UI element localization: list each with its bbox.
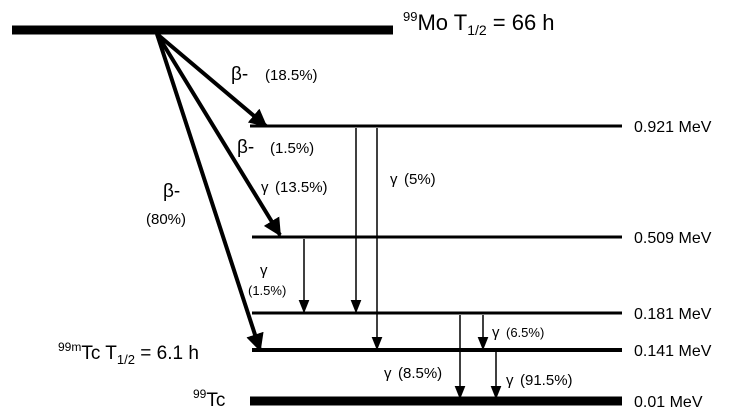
parent-mass-number: 99 [403,9,417,24]
parent-halflife-subscript: 1/2 [467,22,487,38]
metastable-mass-number: 99m [58,340,81,354]
beta-arrow-18-5 [155,32,268,128]
gamma-percent-label: (1.5%) [248,283,286,298]
gamma-symbol-label: γ [384,365,392,382]
parent-symbol: Mo T [417,10,467,35]
gamma-percent-label: (6.5%) [506,325,544,340]
beta-symbol-label: β- [231,64,248,85]
metastable-halflife-subscript: 1/2 [117,352,135,367]
level-energy-label: 0.509 MeV [634,230,712,247]
beta-percent-label: (1.5%) [270,140,314,157]
ground-mass-number: 99 [193,387,207,401]
beta-percent-label: (18.5%) [265,67,318,84]
metastable-symbol: Tc T [81,343,117,364]
gamma-percent-label: (5%) [404,171,436,188]
gamma-symbol-label: γ [261,179,269,196]
parent-nuclide-label: 99Mo T1/2 = 66 h [403,9,555,38]
gamma-percent-label: (13.5%) [275,179,328,196]
level-energy-label: 0.181 MeV [634,306,712,323]
ground-symbol: Tc [206,390,225,410]
beta-symbol-label: β- [163,181,180,202]
metastable-halflife-value: = 6.1 h [135,343,199,364]
gamma-symbol-label: γ [506,372,514,389]
beta-arrow-80 [155,33,264,352]
gamma-symbol-label: γ [260,262,268,279]
gamma-percent-label: (91.5%) [520,372,573,389]
level-energy-label: 0.01 MeV [634,394,703,410]
gamma-symbol-label: γ [390,171,398,188]
gamma-symbol-label: γ [492,324,500,341]
level-energy-label: 0.921 MeV [634,119,712,136]
ground-nuclide-label: 99Tc [193,387,225,410]
metastable-nuclide-label: 99mTc T1/2 = 6.1 h [58,340,199,367]
parent-halflife-value: = 66 h [487,10,555,35]
beta-arrow-1-5 [155,32,282,237]
beta-symbol-label: β- [237,137,254,158]
level-energy-label: 0.141 MeV [634,343,712,360]
gamma-percent-label: (8.5%) [398,365,442,382]
beta-percent-label: (80%) [146,211,186,228]
